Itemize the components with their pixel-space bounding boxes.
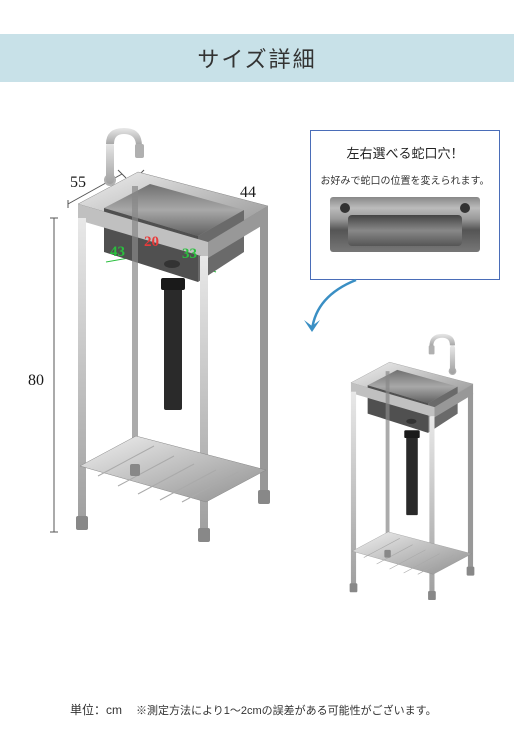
title-bar: サイズ詳細 — [0, 34, 514, 82]
page-title: サイズ詳細 — [197, 47, 316, 72]
dimension-height: 80 — [28, 372, 44, 390]
dimension-width: 44 — [240, 184, 256, 202]
callout-subtitle: お好みで蛇口の位置を変えられます。 — [319, 172, 491, 187]
sink-illustration-small — [342, 330, 482, 600]
measurement-note: ※測定方法により1～2cmの誤差がある可能性がございます。 — [136, 702, 437, 718]
faucet-hole-left-icon — [340, 203, 350, 213]
unit-label: 単位：cm — [70, 701, 122, 718]
basin-inner: 20 — [144, 234, 159, 251]
sink-top-thumbnail — [330, 197, 480, 252]
main-sink-diagram: 55 44 80 43 20 33 — [10, 112, 290, 552]
basin-thumbnail — [348, 215, 462, 246]
main-diagram-area: 55 44 80 43 20 33 左右選べる蛇口穴！ お好みで蛇口の位置を変え… — [0, 82, 514, 662]
callout-title: 左右選べる蛇口穴！ — [319, 143, 491, 162]
dimension-depth: 55 — [70, 174, 86, 192]
footer: 単位：cm ※測定方法により1～2cmの誤差がある可能性がございます。 — [0, 701, 514, 718]
basin-depth: 43 — [110, 244, 125, 261]
basin-width: 33 — [182, 246, 197, 263]
faucet-callout-box: 左右選べる蛇口穴！ お好みで蛇口の位置を変えられます。 — [310, 130, 500, 280]
faucet-hole-right-icon — [460, 203, 470, 213]
